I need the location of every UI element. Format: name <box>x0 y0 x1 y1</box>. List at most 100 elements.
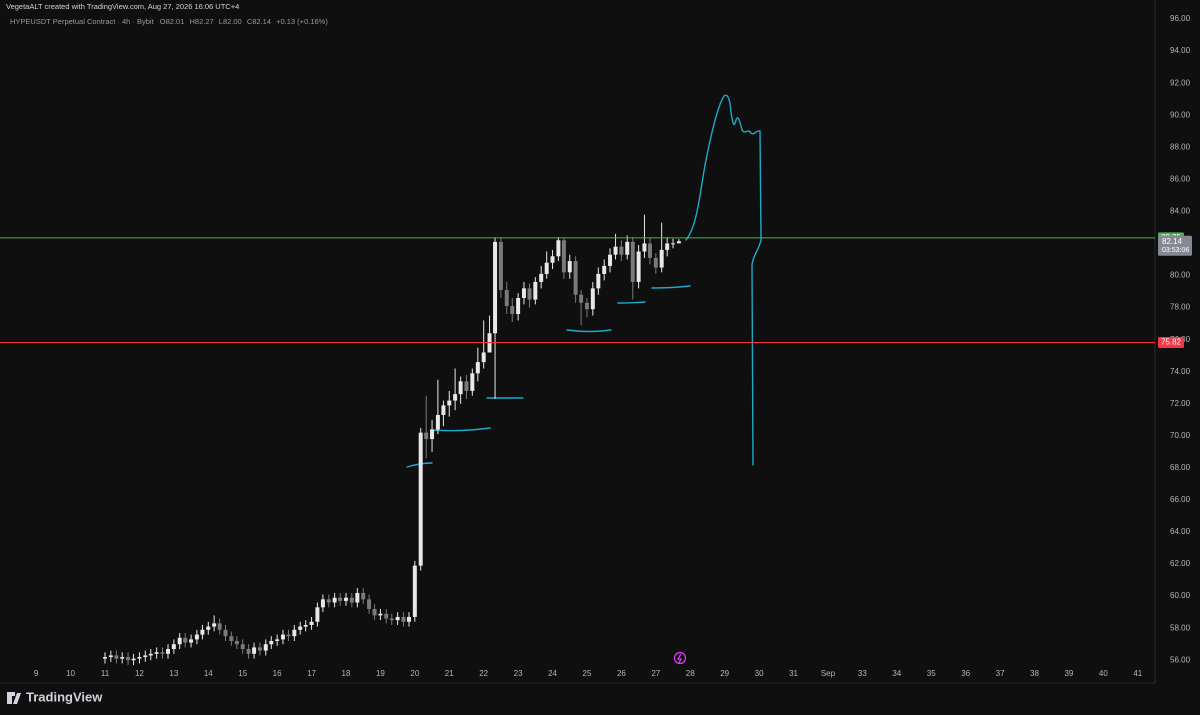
y-tick-label: 94.00 <box>1170 46 1191 55</box>
x-tick-label: 17 <box>307 669 316 678</box>
candle-body <box>389 618 394 621</box>
legend: HYPEUSDT Perpetual Contract · 4h · Bybit… <box>10 17 328 26</box>
candle-body <box>424 432 429 440</box>
y-tick-label: 78.00 <box>1170 303 1191 312</box>
y-tick-label: 66.00 <box>1170 495 1191 504</box>
x-tick-label: 23 <box>514 669 523 678</box>
candle-body <box>584 302 589 310</box>
y-tick-label: 70.00 <box>1170 431 1191 440</box>
candle-body <box>561 240 566 273</box>
y-tick-label: 92.00 <box>1170 78 1191 87</box>
x-tick-label: 21 <box>445 669 454 678</box>
candle-body <box>406 616 411 622</box>
drawing <box>685 94 762 466</box>
candle-body <box>475 362 480 374</box>
candle-body <box>430 429 435 440</box>
candle-body <box>556 240 561 257</box>
x-tick-label: 35 <box>927 669 936 678</box>
candle-body <box>212 623 217 627</box>
candle-body <box>567 261 572 273</box>
candle-body <box>154 652 159 654</box>
candle-body <box>286 634 291 637</box>
candle-body <box>320 599 325 608</box>
candle-body <box>206 626 211 630</box>
x-tick-label: 36 <box>961 669 970 678</box>
y-tick-label: 64.00 <box>1170 527 1191 536</box>
lightning-icon <box>673 651 687 665</box>
candle-body <box>458 381 463 395</box>
candle-body <box>412 565 417 617</box>
x-tick-label: 25 <box>583 669 592 678</box>
logo: TradingView <box>7 689 103 704</box>
candle-body <box>447 400 452 406</box>
y-tick-label: 72.00 <box>1170 399 1191 408</box>
candle-body <box>355 592 360 603</box>
candle-body <box>367 599 372 609</box>
candle-body <box>246 649 251 654</box>
candle-body <box>630 241 635 282</box>
candle-body <box>395 616 400 621</box>
legend-value: 82.01 <box>166 17 185 26</box>
candle-body <box>332 597 337 603</box>
candle-body <box>183 637 188 643</box>
candle-body <box>343 597 348 601</box>
y-tick-label: 58.00 <box>1170 623 1191 632</box>
candle-body <box>126 657 131 661</box>
x-tick-label: 13 <box>169 669 178 678</box>
candle-body <box>252 647 257 654</box>
candle-body <box>464 381 469 391</box>
candle-body <box>636 251 641 282</box>
candle-body <box>189 639 194 643</box>
price-label: 75.82 <box>1161 338 1182 347</box>
legend-change: +0.13 (+0.16%) <box>276 17 328 26</box>
logo-text: TradingView <box>26 689 103 704</box>
candles <box>103 214 681 666</box>
candle-body <box>470 373 475 391</box>
last-price-box <box>1158 235 1192 256</box>
legend-symbol: HYPEUSDT Perpetual Contract · 4h · Bybit <box>10 17 155 26</box>
y-tick-label: 84.00 <box>1170 207 1191 216</box>
legend-key: H <box>189 17 194 26</box>
candle-body <box>573 261 578 295</box>
y-tick-label: 60.00 <box>1170 591 1191 600</box>
candle-body <box>108 655 113 658</box>
candle-body <box>533 281 538 300</box>
candle-body <box>309 621 314 625</box>
candle-body <box>590 288 595 310</box>
candle-body <box>114 655 119 659</box>
candle-body <box>659 249 664 268</box>
y-tick-label: 86.00 <box>1170 174 1191 183</box>
candle-body <box>435 414 440 430</box>
candle-body <box>103 657 107 659</box>
candle-body <box>521 288 526 298</box>
candle-body <box>676 241 681 244</box>
y-tick-label: 74.00 <box>1170 367 1191 376</box>
y-tick-label: 90.00 <box>1170 110 1191 119</box>
candle-body <box>303 624 308 627</box>
candle-body <box>384 613 389 619</box>
drawing <box>617 301 646 304</box>
candle-body <box>143 655 148 658</box>
candle-body <box>608 254 613 266</box>
last-price: 82.14 <box>1162 237 1183 246</box>
x-tick-label: 26 <box>617 669 626 678</box>
candle-body <box>544 262 549 274</box>
y-tick-label: 96.00 <box>1170 14 1191 23</box>
candle-body <box>418 432 423 566</box>
candle-body <box>602 265 607 274</box>
x-tick-label: 10 <box>66 669 75 678</box>
candle-body <box>613 246 618 255</box>
candle-body <box>171 644 176 650</box>
candle-body <box>217 623 222 630</box>
candle-body <box>665 243 670 250</box>
candle-body <box>200 629 205 635</box>
candle-body <box>642 243 647 252</box>
candle-body <box>263 644 268 651</box>
x-tick-label: 11 <box>101 669 110 678</box>
candle-body <box>275 639 280 642</box>
candle-body <box>269 641 274 645</box>
candle-body <box>298 626 303 630</box>
candle-body <box>625 241 630 255</box>
x-tick-label: 22 <box>479 669 488 678</box>
